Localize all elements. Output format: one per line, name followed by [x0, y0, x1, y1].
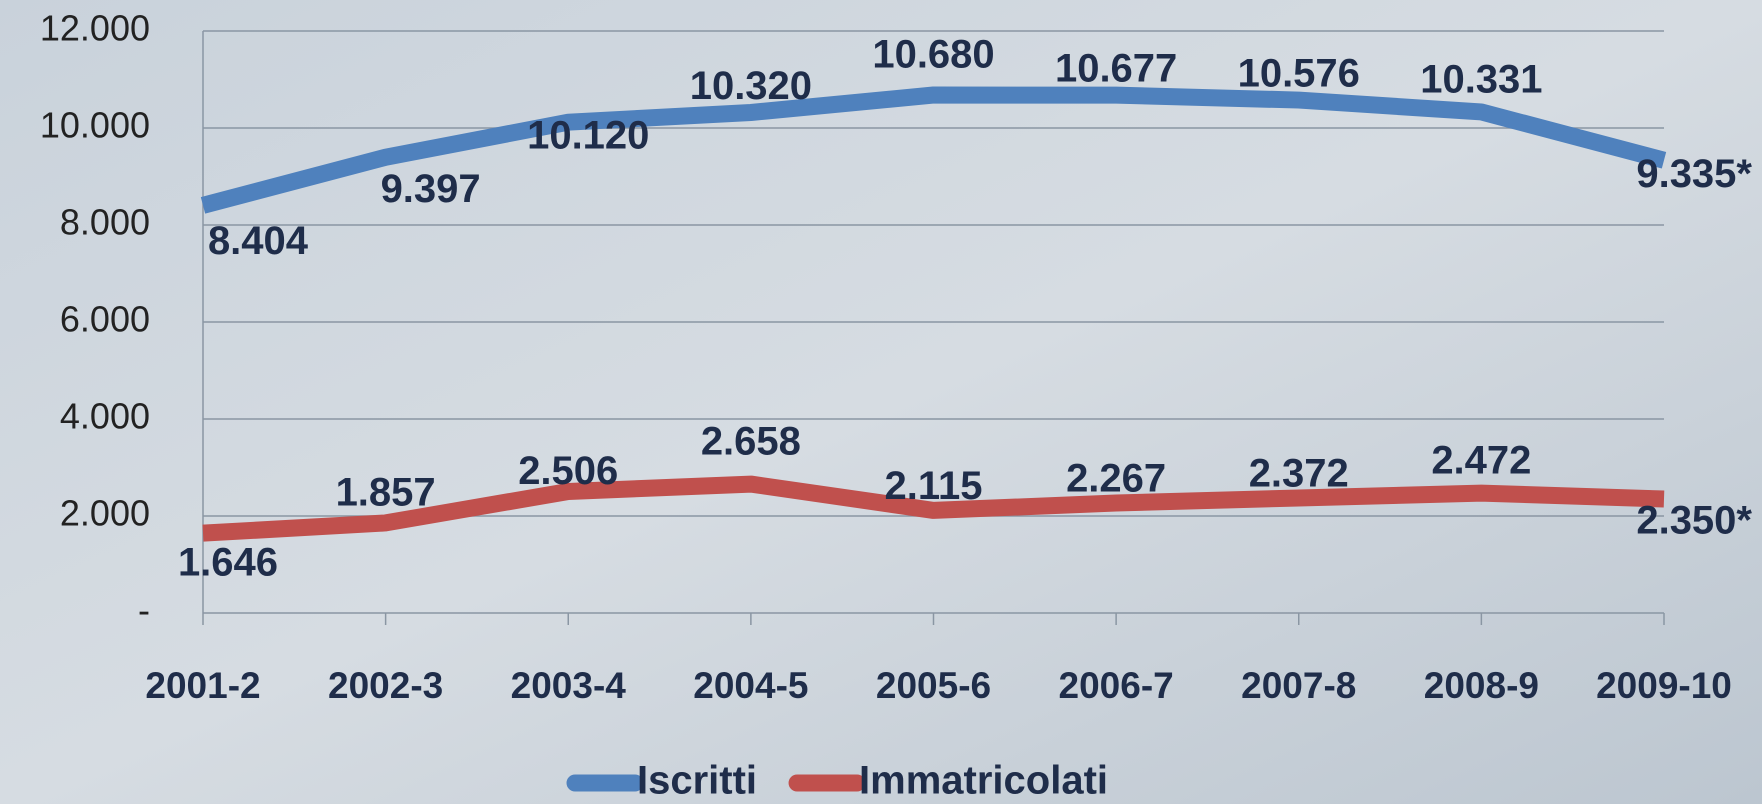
value-label: 2.372 [1249, 452, 1349, 496]
value-label: 9.397 [381, 167, 481, 211]
value-label: 2.267 [1066, 457, 1166, 501]
y-tick-label: 8.000 [60, 202, 150, 243]
x-tick-label: 2009-10 [1596, 665, 1732, 706]
value-label: 10.331 [1420, 58, 1542, 102]
x-tick-label: 2001-2 [145, 665, 260, 706]
x-tick-label: 2002-3 [328, 665, 443, 706]
x-tick-label: 2008-9 [1424, 665, 1539, 706]
value-label: 9.335* [1636, 152, 1752, 196]
value-label: 2.350* [1636, 499, 1752, 543]
value-label: 2.472 [1431, 439, 1531, 483]
y-tick-label: 12.000 [40, 8, 150, 49]
value-label: 10.120 [527, 114, 649, 158]
series-line [202, 475, 1665, 542]
x-tick-label: 2007-8 [1241, 665, 1356, 706]
value-label: 1.646 [178, 541, 278, 585]
value-label: 2.658 [701, 420, 801, 464]
x-tick-label: 2003-4 [511, 665, 627, 706]
value-label: 2.115 [885, 464, 983, 508]
x-tick-label: 2005-6 [876, 665, 991, 706]
value-label: 10.680 [872, 33, 994, 77]
y-tick-label: 10.000 [40, 105, 150, 146]
x-tick-label: 2004-5 [693, 665, 808, 706]
legend-label: Immatricolati [859, 759, 1108, 803]
value-label: 2.506 [518, 449, 618, 493]
value-label: 10.677 [1055, 47, 1177, 91]
value-label: 10.320 [690, 64, 812, 108]
y-tick-label: 4.000 [60, 396, 150, 437]
value-label: 8.404 [208, 219, 309, 263]
series-line [200, 86, 1667, 214]
value-label: 1.857 [336, 470, 436, 514]
legend-label: Iscritti [637, 759, 757, 803]
y-tick-label: 6.000 [60, 299, 150, 340]
value-label: 10.576 [1238, 52, 1360, 96]
y-tick-label: - [138, 590, 150, 631]
x-tick-label: 2006-7 [1059, 665, 1174, 706]
y-tick-label: 2.000 [60, 493, 150, 534]
